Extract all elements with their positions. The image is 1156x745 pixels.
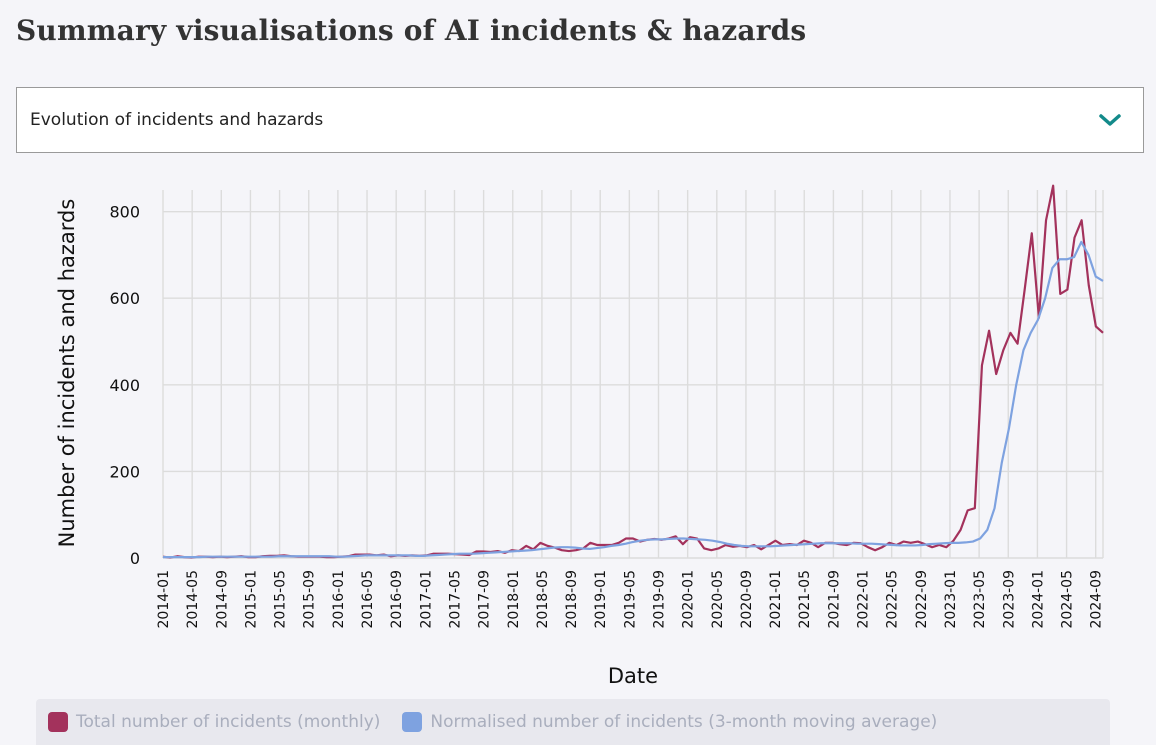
x-tick-label: 2014-05	[185, 570, 201, 629]
legend-label-incidents: Total number of incidents (monthly)	[76, 712, 381, 732]
x-tick-label: 2014-09	[214, 570, 230, 629]
page-title: Summary visualisations of AI incidents &…	[16, 14, 807, 47]
x-tick-label: 2022-05	[885, 570, 901, 629]
x-tick-label: 2019-01	[593, 570, 609, 629]
series-line-moving-average	[163, 240, 1104, 559]
chart-series	[162, 184, 1104, 559]
x-tick-label: 2014-01	[156, 570, 172, 629]
legend-swatch-incidents	[48, 712, 68, 732]
x-tick-label: 2024-09	[1089, 570, 1105, 629]
x-tick-label: 2018-05	[535, 570, 551, 629]
x-axis-label: Date	[608, 664, 658, 688]
x-tick-label: 2020-05	[710, 570, 726, 629]
x-tick-label: 2015-09	[302, 570, 318, 629]
y-tick-label: 200	[109, 462, 140, 481]
visualisation-select[interactable]: Evolution of incidents and hazards	[16, 87, 1144, 153]
visualisation-select-value: Evolution of incidents and hazards	[30, 110, 324, 130]
x-tick-label: 2018-09	[564, 570, 580, 629]
x-tick-label: 2021-09	[826, 570, 842, 629]
chart-grid	[162, 190, 1104, 559]
x-tick-label: 2023-05	[972, 570, 988, 629]
y-axis-label: Number of incidents and hazards	[55, 199, 79, 548]
x-tick-label: 2024-05	[1060, 570, 1076, 629]
y-axis-ticks: 0 200 400 600 800	[109, 203, 140, 568]
legend-item-incidents[interactable]: Total number of incidents (monthly)	[48, 712, 380, 732]
x-tick-label: 2022-01	[856, 570, 872, 629]
x-tick-label: 2016-09	[389, 570, 405, 629]
x-tick-label: 2023-09	[1001, 570, 1017, 629]
x-tick-label: 2016-01	[331, 570, 347, 629]
chart-legend: Total number of incidents (monthly) Norm…	[36, 699, 1110, 745]
legend-item-moving-average[interactable]: Normalised number of incidents (3-month …	[402, 712, 937, 732]
y-tick-label: 400	[109, 376, 140, 395]
y-tick-label: 600	[109, 289, 140, 308]
x-tick-label: 2017-09	[477, 570, 493, 629]
chevron-down-icon[interactable]	[1097, 110, 1123, 130]
x-tick-label: 2022-09	[914, 570, 930, 629]
x-tick-label: 2021-05	[797, 570, 813, 629]
x-tick-label: 2015-05	[273, 570, 289, 629]
y-tick-label: 0	[130, 549, 140, 568]
x-tick-label: 2024-01	[1030, 570, 1046, 629]
x-tick-label: 2019-09	[652, 570, 668, 629]
x-tick-label: 2020-09	[739, 570, 755, 629]
legend-swatch-moving-average	[402, 712, 423, 732]
x-tick-label: 2021-01	[768, 570, 784, 629]
x-tick-label: 2020-01	[681, 570, 697, 629]
series-line-incidents	[162, 184, 1104, 559]
x-tick-label: 2018-01	[506, 570, 522, 629]
x-axis-ticks: 2014-01 2014-05 2014-09 2015-01 2015-05 2015-…	[156, 570, 1105, 629]
legend-label-moving-average: Normalised number of incidents (3-month …	[430, 712, 938, 732]
line-chart: 0 200 400 600 800 2014-01 2014-05 2014-09 2015-…	[55, 184, 1105, 688]
x-tick-label: 2017-05	[447, 570, 463, 629]
x-tick-label: 2017-01	[418, 570, 434, 629]
y-tick-label: 800	[109, 203, 140, 222]
x-tick-label: 2015-01	[243, 570, 259, 629]
x-tick-label: 2019-05	[622, 570, 638, 629]
x-tick-label: 2023-01	[943, 570, 959, 629]
x-tick-label: 2016-05	[360, 570, 376, 629]
